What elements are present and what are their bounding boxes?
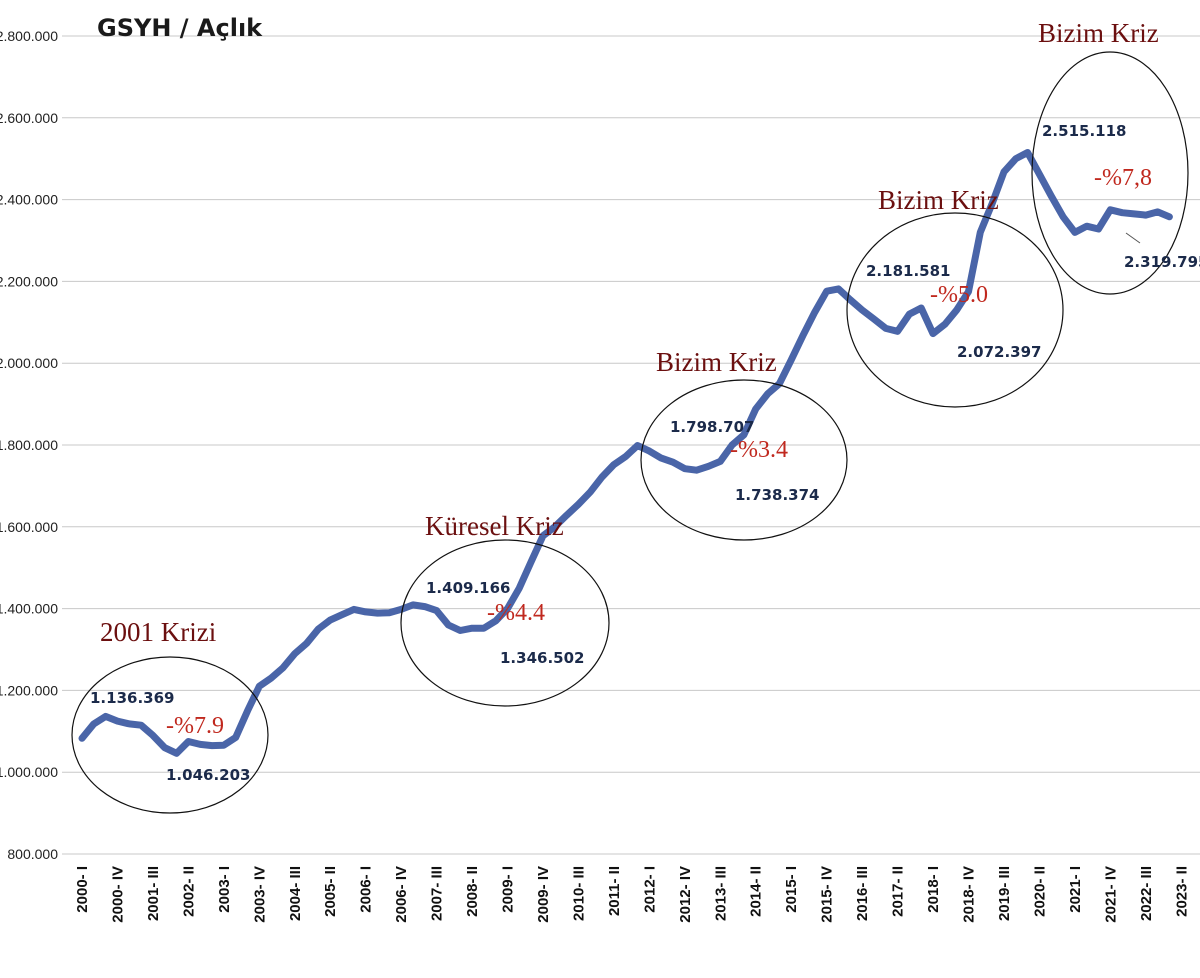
x-tick-label: 2012- I xyxy=(641,866,658,913)
annotation-2001-crisis: 2001 Krizi 1.136.369 -%7.9 1.046.203 xyxy=(71,617,269,814)
x-tick-label: 2006- IV xyxy=(393,866,410,923)
x-tick-label: 2017- II xyxy=(890,866,907,917)
x-tick-label: 2016- III xyxy=(854,866,871,921)
annotation-change: -%5.0 xyxy=(930,282,988,308)
annotation-trough-value: 2.319.795 xyxy=(1124,253,1200,271)
x-tick-label: 2013- III xyxy=(712,866,729,921)
gridlines xyxy=(62,35,1200,855)
x-tick-label: 2000- I xyxy=(74,866,91,913)
annotation-our-crisis-2022: Bizim Kriz 2.515.118 -%7,8 2.319.795 xyxy=(1031,18,1200,295)
annotation-title: Bizim Kriz xyxy=(656,347,777,377)
annotation-our-crisis-2019: Bizim Kriz 2.181.581 -%5.0 2.072.397 xyxy=(846,185,1064,408)
x-tick-label: 2008- II xyxy=(464,866,481,917)
y-tick-label: 1.200.000 xyxy=(0,682,58,698)
annotation-trough-value: 1.738.374 xyxy=(735,486,819,504)
annotation-title: Bizim Kriz xyxy=(878,185,999,215)
x-tick-label: 2014- II xyxy=(748,866,765,917)
x-tick-label: 2021- I xyxy=(1067,866,1084,913)
annotation-title: 2001 Krizi xyxy=(100,617,216,647)
x-tick-label: 2003- I xyxy=(216,866,233,913)
annotation-change: -%7.9 xyxy=(166,713,224,739)
x-tick-label: 2009- I xyxy=(500,866,517,913)
x-tick-label: 2005- II xyxy=(322,866,339,917)
x-tick-label: 2018- IV xyxy=(961,866,978,923)
x-tick-label: 2003- IV xyxy=(251,866,268,923)
y-tick-label: 1.400.000 xyxy=(0,601,58,617)
x-tick-label: 2006- I xyxy=(358,866,375,913)
x-tick-label: 2023- II xyxy=(1173,866,1190,917)
x-tick-label: 2001- III xyxy=(145,866,162,921)
x-tick-label: 2019- III xyxy=(996,866,1013,921)
annotation-change: -%3.4 xyxy=(730,437,788,463)
x-tick-label: 2022- III xyxy=(1138,866,1155,921)
x-axis-tick-labels: 2000- I 2000- IV 2001- III 2002- II 2003- I 2… xyxy=(74,866,1190,923)
annotation-peak-value: 2.515.118 xyxy=(1042,122,1126,140)
x-tick-label: 2000- IV xyxy=(109,866,126,923)
x-tick-label: 2004- III xyxy=(287,866,304,921)
x-tick-label: 2018- I xyxy=(925,866,942,913)
annotation-ellipse xyxy=(846,212,1064,408)
chart-title: GSYH / Açlık xyxy=(97,14,263,42)
y-tick-label: 1.600.000 xyxy=(0,519,58,535)
annotation-change: -%7,8 xyxy=(1094,165,1152,191)
y-tick-label: 2.600.000 xyxy=(0,110,58,126)
annotation-title: Küresel Kriz xyxy=(425,511,564,541)
x-tick-label: 2015- IV xyxy=(819,866,836,923)
annotation-peak-value: 1.798.707 xyxy=(670,418,754,436)
y-tick-label: 800.000 xyxy=(7,846,58,862)
annotation-change: -%4.4 xyxy=(487,600,545,626)
y-tick-label: 1.000.000 xyxy=(0,764,58,780)
annotation-trough-value: 1.046.203 xyxy=(166,766,250,784)
x-tick-label: 2011- II xyxy=(606,866,623,916)
y-tick-label: 2.000.000 xyxy=(0,355,58,371)
annotation-global-crisis: Küresel Kriz 1.409.166 -%4.4 1.346.502 xyxy=(400,511,610,707)
annotation-ellipse xyxy=(640,379,848,541)
y-tick-label: 2.400.000 xyxy=(0,192,58,208)
y-tick-label: 2.200.000 xyxy=(0,273,58,289)
gdp-series-line xyxy=(78,149,1173,757)
annotation-ellipse xyxy=(1031,51,1189,295)
x-tick-label: 2010- III xyxy=(570,866,587,921)
x-tick-label: 2009- IV xyxy=(535,866,552,923)
y-tick-label: 2.800.000 xyxy=(0,28,58,44)
annotation-ellipse xyxy=(71,656,269,814)
x-tick-label: 2012- IV xyxy=(677,866,694,923)
annotation-ellipse xyxy=(400,539,610,707)
x-tick-label: 2007- III xyxy=(429,866,446,921)
x-tick-label: 2015- I xyxy=(783,866,800,913)
annotation-trough-value: 2.072.397 xyxy=(957,343,1041,361)
annotation-our-crisis-2014: Bizim Kriz 1.798.707 -%3.4 1.738.374 xyxy=(640,347,848,541)
y-tick-label: 1.800.000 xyxy=(0,437,58,453)
annotation-leader-line xyxy=(1125,232,1141,244)
annotation-peak-value: 1.136.369 xyxy=(90,689,174,707)
annotation-peak-value: 2.181.581 xyxy=(866,262,950,280)
annotation-title: Bizim Kriz xyxy=(1038,18,1159,48)
annotation-trough-value: 1.346.502 xyxy=(500,649,584,667)
y-axis-tick-labels: 800.000 1.000.000 1.200.000 1.400.000 1.600.… xyxy=(0,28,58,862)
x-tick-label: 2020- II xyxy=(1031,866,1048,917)
annotation-peak-value: 1.409.166 xyxy=(426,579,510,597)
x-tick-label: 2021- IV xyxy=(1102,866,1119,923)
x-tick-label: 2002- II xyxy=(180,866,197,917)
